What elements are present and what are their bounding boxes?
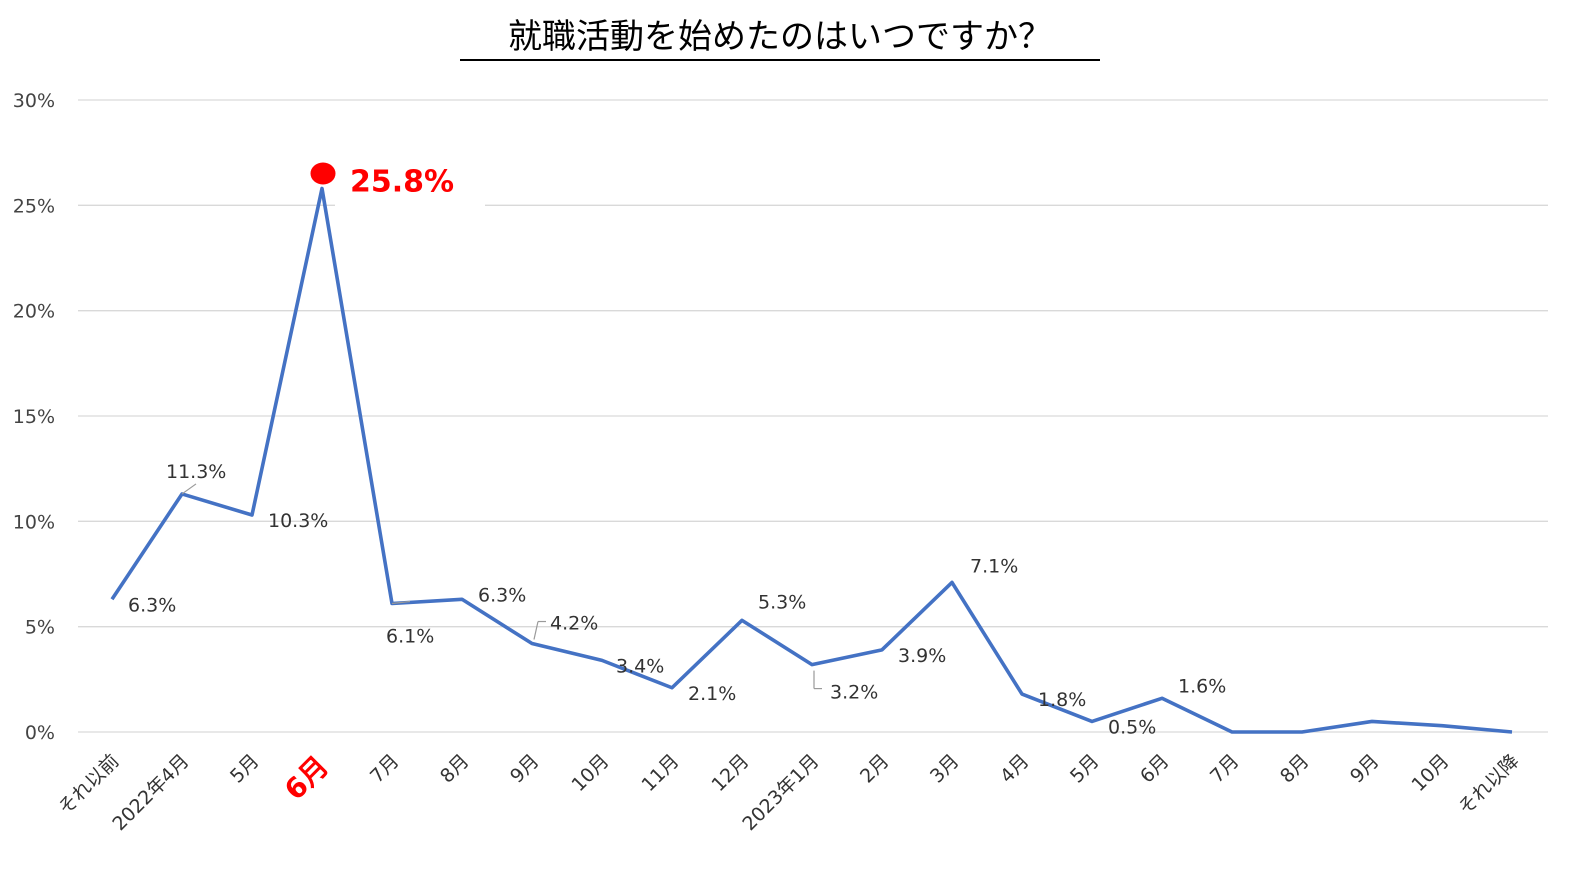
data-label: 4.2% [550, 613, 598, 635]
leader-line [391, 600, 411, 605]
x-tick-label: 7月 [1206, 750, 1244, 788]
highlight-marker [310, 162, 336, 185]
data-label: 10.3% [268, 510, 328, 532]
y-tick-label: 5% [25, 617, 55, 639]
chart-title: 就職活動を始めたのはいつですか？ [508, 17, 1052, 57]
x-tick-label: 5月 [226, 750, 264, 788]
data-label: 7.1% [970, 555, 1018, 577]
x-tick-label: 11月 [637, 750, 683, 796]
data-labels: 6.3% 11.3% 10.3% 25.8% 6.1% 6.3% 4.2% 3.4% 2.1% 5… [128, 164, 1226, 738]
x-tick-label: 8月 [1276, 750, 1314, 788]
x-tick-label: 2月 [856, 750, 894, 788]
x-tick-label: 7月 [366, 750, 404, 788]
grid-lines [78, 99, 1548, 733]
data-label: 6.1% [386, 625, 434, 647]
leader-line [181, 483, 197, 495]
data-label: 0.5% [1108, 716, 1156, 738]
x-tick-label: 9月 [1346, 750, 1384, 788]
data-label: 6.3% [478, 584, 526, 606]
x-tick-label: 4月 [996, 750, 1034, 788]
data-label: 1.6% [1178, 675, 1226, 697]
leader-line [533, 621, 539, 640]
data-label: 6.3% [128, 594, 176, 616]
x-tick-label: それ以前 [54, 750, 123, 819]
data-label: 5.3% [758, 591, 806, 613]
y-tick-label: 0% [25, 722, 55, 744]
x-tick-label: 2023年1月 [738, 750, 823, 835]
y-tick-label: 20% [13, 301, 55, 323]
x-tick-label: 8月 [436, 750, 474, 788]
y-tick-label: 25% [13, 195, 55, 217]
data-label: 3.9% [898, 645, 946, 667]
data-label: 1.8% [1038, 689, 1086, 711]
x-tick-label: 12月 [707, 750, 753, 796]
series-line [110, 162, 1513, 734]
y-tick-label: 15% [13, 406, 55, 428]
series-line-path [110, 186, 1513, 734]
x-tick-label: 5月 [1066, 750, 1104, 788]
data-label: 25.8% [350, 164, 454, 199]
y-axis-ticks: 0% 5% 10% 15% 20% 25% 30% [13, 90, 55, 744]
data-label: 3.4% [616, 655, 664, 677]
x-tick-label: 10月 [1407, 750, 1453, 796]
y-tick-label: 10% [13, 511, 55, 533]
x-tick-label: 2022年4月 [108, 750, 193, 835]
data-label: 3.2% [830, 682, 878, 704]
data-label: 2.1% [688, 683, 736, 705]
x-tick-label: 9月 [506, 750, 544, 788]
y-tick-label: 30% [13, 90, 55, 112]
x-tick-label: 10月 [567, 750, 613, 796]
x-tick-label: 6月 [278, 750, 335, 807]
x-tick-label: 3月 [926, 750, 964, 788]
x-tick-label: それ以降 [1454, 750, 1523, 819]
x-tick-label: 6月 [1136, 750, 1174, 788]
data-label: 11.3% [166, 461, 226, 483]
